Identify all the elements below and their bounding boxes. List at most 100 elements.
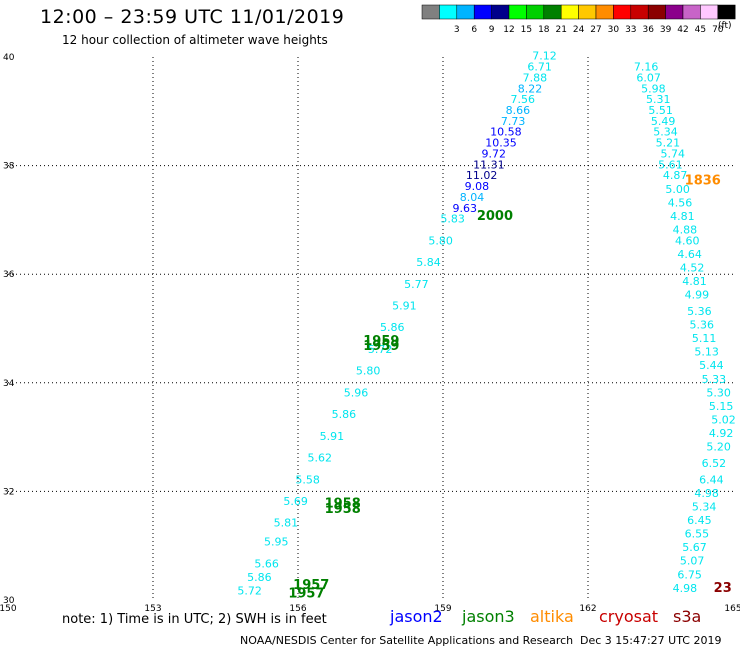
wave-height-label: 4.56 (668, 196, 693, 209)
generated-timestamp: Dec 3 15:47:27 UTC 2019 (580, 634, 722, 647)
wave-height-label: 5.58 (295, 473, 320, 486)
satellite-jason2: jason2 (390, 607, 443, 626)
wave-height-label: 7.56 (511, 93, 536, 106)
wave-height-label: 5.30 (706, 386, 731, 399)
wave-height-label: 5.61 (658, 158, 683, 171)
pass-time-label: 1958 (325, 497, 361, 512)
wave-height-label: 5.20 (706, 441, 731, 454)
wave-height-label: 5.66 (254, 557, 279, 570)
wave-height-label: 5.80 (428, 234, 453, 247)
page-subtitle: 12 hour collection of altimeter wave hei… (62, 33, 328, 47)
wave-height-label: 5.77 (404, 278, 429, 291)
wave-height-label: 9.63 (453, 202, 478, 215)
legend-swatch (456, 4, 475, 20)
lat-lon-grid (8, 57, 733, 600)
lat-tick-label: 36 (3, 270, 15, 280)
legend-tick-label: 70 (712, 25, 724, 35)
lat-tick-label: 40 (3, 53, 15, 63)
wave-height-label: 7.12 (532, 50, 557, 63)
wave-height-label: 5.36 (690, 319, 715, 332)
pass-time-label: 1959 (363, 339, 399, 354)
wave-height-label: 5.69 (283, 495, 308, 508)
legend-swatch (630, 4, 649, 20)
wave-height-label: 10.35 (485, 137, 517, 150)
wave-height-label: 5.34 (653, 126, 678, 139)
legend-tick-label: 12 (503, 25, 514, 35)
wave-height-label: 4.81 (670, 210, 695, 223)
wave-height-label: 5.07 (680, 555, 705, 568)
legend-tick-label: 24 (573, 25, 585, 35)
legend-tick-label: 27 (590, 25, 601, 35)
legend-swatch (491, 4, 510, 20)
wave-height-label: 9.72 (482, 147, 507, 160)
wave-height-label: 7.73 (501, 115, 526, 128)
wave-height-label: 6.75 (677, 568, 702, 581)
lat-tick-label: 38 (3, 162, 15, 172)
wave-height-label: 4.60 (675, 234, 700, 247)
wave-height-label: 5.02 (711, 414, 736, 427)
legend-swatch (595, 4, 614, 20)
legend-tick-label: 36 (642, 25, 654, 35)
wave-height-label: 6.52 (702, 457, 727, 470)
wave-height-label: 5.00 (665, 183, 690, 196)
wave-height-label: 4.81 (682, 275, 707, 288)
wave-height-label: 11.31 (473, 158, 505, 171)
legend-swatch (682, 4, 701, 20)
wave-height-label: 5.67 (682, 541, 707, 554)
pass-time-label: 1957 (288, 586, 324, 601)
pass-time-label: 1958 (325, 502, 361, 517)
legend-swatch (508, 4, 527, 20)
wave-height-label: 5.74 (661, 147, 686, 160)
wave-height-label: 5.62 (308, 452, 333, 465)
legend-swatch (700, 4, 719, 20)
wave-height-label: 4.87 (663, 169, 688, 182)
legend-tick-label: 21 (555, 25, 566, 35)
satellite-altika: altika (530, 607, 574, 626)
pass-time-label: 1836 (685, 174, 721, 189)
wave-height-label: 4.88 (673, 223, 698, 236)
lon-tick-label: 150 (0, 604, 17, 614)
wave-height-label: 5.49 (651, 115, 676, 128)
legend-units: (ft) (718, 21, 732, 31)
lat-tick-label: 32 (3, 487, 14, 497)
wave-height-label: 5.31 (646, 93, 671, 106)
wave-height-label: 5.84 (416, 256, 441, 269)
wave-height-label: 10.58 (490, 126, 522, 139)
legend-swatch (665, 4, 684, 20)
wave-height-label: 5.72 (237, 585, 262, 598)
wave-height-label: 6.45 (687, 514, 712, 527)
pass-time-label: 1959 (363, 334, 399, 349)
lon-tick-label: 165 (724, 604, 740, 614)
wave-height-label: 4.92 (709, 427, 734, 440)
altimeter-tracks: 7.166.075.985.315.515.495.345.215.745.61… (237, 50, 735, 598)
wave-height-label: 5.34 (692, 500, 717, 513)
legend-tick-label: 18 (538, 25, 550, 35)
wave-height-label: 4.64 (677, 248, 702, 261)
legend-tick-label: 45 (695, 25, 706, 35)
legend-tick-label: 15 (521, 25, 532, 35)
legend-tick-label: 6 (471, 25, 477, 35)
legend-tick-label: 30 (608, 25, 620, 35)
wave-height-label: 5.80 (356, 365, 381, 378)
axis-tick-labels: 150 153 156 159 162 165 30 32 34 36 38 40 (0, 53, 740, 614)
wave-height-label: 5.86 (247, 571, 272, 584)
legend-swatch (473, 4, 492, 20)
wave-height-label: 5.86 (380, 321, 405, 334)
legend-tick-label: 3 (454, 25, 460, 35)
wave-height-label: 5.11 (692, 332, 717, 345)
wave-height-label: 5.95 (264, 536, 289, 549)
wave-height-label: 5.51 (648, 104, 673, 117)
lon-tick-label: 153 (144, 604, 161, 614)
wave-height-label: 5.72 (368, 343, 393, 356)
satellite-jason3: jason3 (462, 607, 515, 626)
legend-tick-label: 39 (660, 25, 672, 35)
wave-height-label: 4.99 (685, 289, 710, 302)
legend-swatch (647, 4, 666, 20)
wave-height-label: 7.16 (634, 61, 659, 74)
lat-tick-label: 34 (3, 379, 15, 389)
wave-height-label: 6.71 (527, 61, 552, 74)
legend-swatch (543, 4, 562, 20)
legend-swatch (439, 4, 458, 20)
